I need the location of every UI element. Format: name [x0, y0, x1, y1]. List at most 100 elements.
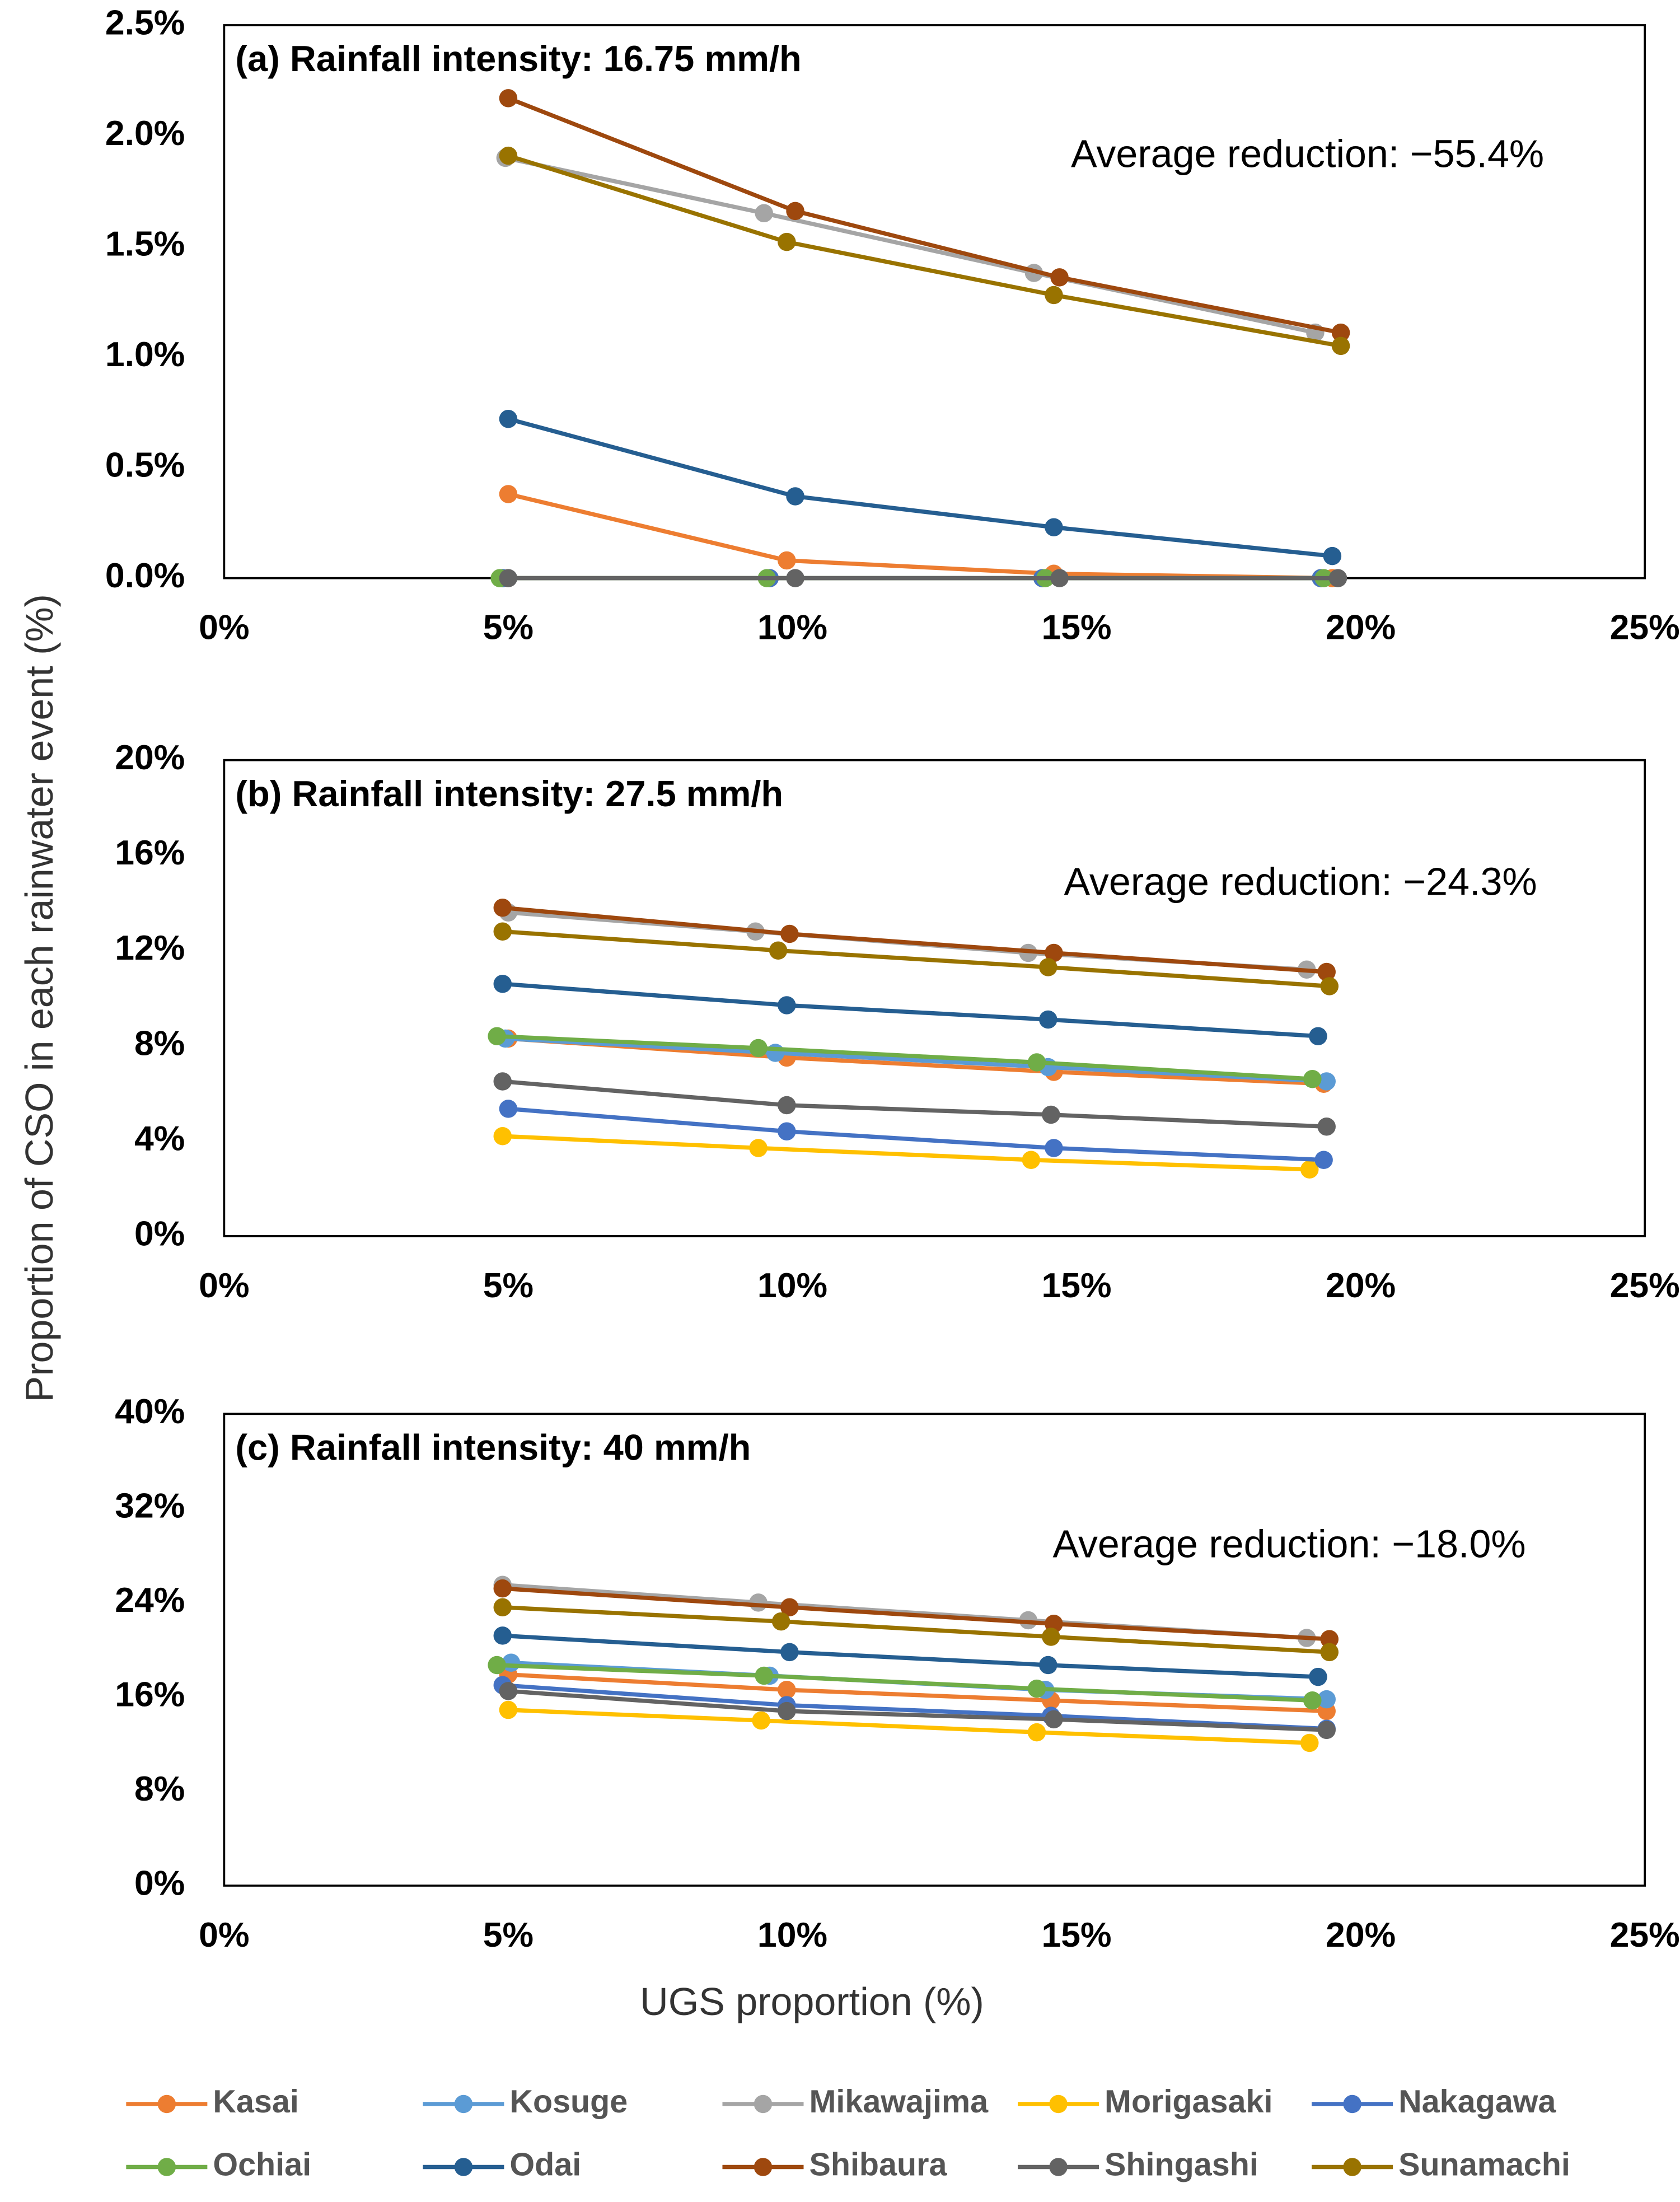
data-point [493, 1598, 512, 1617]
series-line [508, 492, 1332, 581]
data-point [769, 941, 788, 960]
data-point [1317, 1072, 1336, 1091]
data-point [755, 204, 773, 223]
legend-marker [754, 2158, 773, 2176]
y-tick-label: 8% [134, 1769, 185, 1808]
data-point [499, 485, 518, 503]
data-point [1309, 1667, 1327, 1686]
legend-label: Nakagawa [1398, 2084, 1556, 2120]
x-tick-label: 25% [1610, 608, 1680, 647]
data-point [493, 1579, 512, 1598]
annotation: Average reduction: −18.0% [1053, 1522, 1526, 1565]
legend-label: Shingashi [1105, 2147, 1258, 2183]
series-line [508, 1708, 1310, 1745]
data-point [1050, 569, 1069, 587]
data-point [1045, 286, 1063, 305]
data-point [1317, 1721, 1336, 1740]
y-tick-label: 16% [115, 1675, 185, 1714]
data-point [493, 974, 512, 993]
annotation: Average reduction: −24.3% [1064, 860, 1537, 904]
plot-area [223, 24, 1646, 579]
x-tick-label: 25% [1610, 1915, 1680, 1955]
data-point [771, 1612, 790, 1631]
legend-marker [1343, 2158, 1361, 2176]
y-tick-label: 40% [115, 1392, 185, 1431]
series-line [507, 417, 1333, 558]
data-point [1309, 1027, 1327, 1045]
data-point [499, 1100, 518, 1118]
data-point [1317, 962, 1336, 981]
data-point [1022, 1151, 1041, 1170]
data-point [755, 1666, 773, 1685]
x-tick-label: 5% [483, 608, 534, 647]
x-tick-label: 0% [199, 1915, 249, 1955]
y-tick-label: 4% [134, 1119, 185, 1158]
series-line [502, 1134, 1310, 1172]
plot-area [223, 1413, 1646, 1887]
y-tick-label: 0.0% [105, 556, 185, 595]
data-point [1027, 1053, 1046, 1072]
series-line [502, 1683, 1327, 1731]
data-point [778, 1096, 796, 1115]
legend-label: Shibaura [809, 2147, 947, 2183]
data-point [778, 1701, 796, 1721]
y-tick-label: 0% [134, 1863, 185, 1902]
y-tick-label: 12% [115, 928, 185, 967]
legend-label: Ochiai [213, 2147, 311, 2183]
data-point [778, 996, 796, 1014]
data-point [749, 1039, 768, 1058]
y-tick-label: 1.5% [105, 225, 185, 264]
chart-title: (a) Rainfall intensity: 16.75 mm/h [235, 38, 801, 79]
y-tick-label: 2.5% [105, 3, 185, 43]
series-line [502, 1586, 1330, 1642]
y-tick-label: 32% [115, 1486, 185, 1525]
y-tick-label: 2.0% [105, 114, 185, 153]
legend-label: Mikawajima [809, 2084, 989, 2120]
data-point [786, 202, 804, 221]
x-tick-label: 15% [1042, 608, 1112, 647]
data-point [1045, 1710, 1063, 1729]
data-point [1331, 336, 1350, 356]
data-point [493, 1127, 512, 1146]
y-tick-label: 20% [115, 738, 185, 777]
data-point [1320, 977, 1339, 995]
data-point [1314, 1151, 1333, 1170]
legend-marker [454, 2158, 473, 2176]
series-line [505, 156, 1316, 335]
x-tick-label: 25% [1610, 1266, 1680, 1305]
legend-label: Odai [509, 2147, 581, 2183]
y-tick-label: 1.0% [105, 335, 185, 374]
chart-title: (b) Rainfall intensity: 27.5 mm/h [235, 773, 783, 814]
data-point [780, 1598, 799, 1617]
data-point [493, 922, 512, 941]
data-point [1050, 268, 1069, 287]
series-line [497, 1034, 1313, 1081]
data-point [786, 487, 804, 506]
data-point [1328, 569, 1347, 587]
data-point [1320, 1643, 1339, 1662]
x-tick-label: 20% [1326, 1266, 1396, 1305]
series-line [497, 1663, 1313, 1703]
data-point [1300, 1733, 1319, 1752]
x-tick-label: 0% [199, 1266, 249, 1305]
legend-marker [454, 2095, 473, 2114]
data-point [499, 1700, 518, 1719]
data-point [778, 551, 796, 570]
data-point [499, 569, 518, 587]
series-line [502, 929, 1330, 989]
data-point [786, 569, 804, 587]
x-tick-label: 20% [1326, 1915, 1396, 1955]
data-point [766, 1044, 785, 1062]
chart-title: (c) Rainfall intensity: 40 mm/h [235, 1427, 751, 1468]
series-line [502, 1633, 1318, 1679]
y-axis-label: Proportion of CSO in each rainwater even… [17, 594, 61, 1402]
data-point [499, 146, 518, 165]
data-point [1042, 1105, 1060, 1124]
x-tick-label: 5% [483, 1915, 534, 1955]
data-point [1317, 1118, 1336, 1136]
data-point [1039, 1010, 1057, 1029]
data-point [1317, 1690, 1336, 1709]
data-point [499, 89, 518, 107]
data-point [1303, 1691, 1322, 1710]
